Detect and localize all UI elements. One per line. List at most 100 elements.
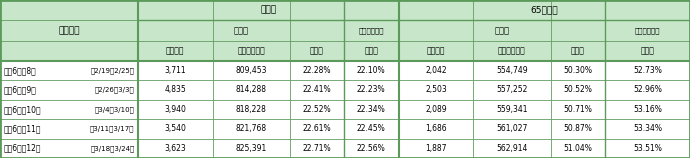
Bar bbox=[138, 61, 213, 80]
Text: 接種率: 接種率 bbox=[310, 46, 324, 55]
Text: 令和6年第11週: 令和6年第11週 bbox=[3, 124, 41, 133]
Bar bbox=[213, 119, 290, 139]
Text: 静岡県: 静岡県 bbox=[233, 26, 248, 35]
Text: 51.04%: 51.04% bbox=[564, 144, 592, 153]
Bar bbox=[344, 100, 399, 119]
Bar bbox=[213, 61, 290, 80]
Bar bbox=[138, 20, 213, 41]
Text: 50.30%: 50.30% bbox=[563, 66, 593, 75]
Bar bbox=[605, 80, 690, 100]
Text: 静岡県: 静岡県 bbox=[495, 26, 509, 35]
Text: 22.23%: 22.23% bbox=[357, 85, 386, 94]
Bar bbox=[138, 119, 213, 139]
Text: （3/11～3/17）: （3/11～3/17） bbox=[90, 126, 135, 132]
Text: 2,042: 2,042 bbox=[425, 66, 447, 75]
Bar bbox=[605, 41, 690, 61]
Text: 22.52%: 22.52% bbox=[302, 105, 331, 114]
Text: 52.73%: 52.73% bbox=[633, 66, 662, 75]
Bar bbox=[290, 41, 344, 61]
Text: 接種者数: 接種者数 bbox=[166, 46, 184, 55]
Bar bbox=[0, 80, 138, 100]
Text: 562,914: 562,914 bbox=[496, 144, 528, 153]
Text: 818,228: 818,228 bbox=[236, 105, 266, 114]
Bar bbox=[399, 41, 473, 61]
Text: （3/18～3/24）: （3/18～3/24） bbox=[90, 145, 135, 152]
Text: （参考）全国: （参考）全国 bbox=[359, 27, 384, 34]
Bar bbox=[290, 20, 344, 41]
Bar bbox=[290, 61, 344, 80]
Text: 561,027: 561,027 bbox=[496, 124, 528, 133]
Text: （2/26～3/3）: （2/26～3/3） bbox=[95, 87, 135, 93]
Bar bbox=[0, 41, 138, 61]
Bar bbox=[399, 100, 473, 119]
Bar bbox=[605, 61, 690, 80]
Text: 全年代: 全年代 bbox=[260, 6, 277, 15]
Bar bbox=[0, 20, 138, 41]
Text: 22.71%: 22.71% bbox=[302, 144, 331, 153]
Bar bbox=[399, 139, 473, 158]
Text: 接種率: 接種率 bbox=[571, 46, 585, 55]
Bar bbox=[473, 61, 551, 80]
Text: 4,835: 4,835 bbox=[164, 85, 186, 94]
Text: 2,503: 2,503 bbox=[425, 85, 447, 94]
Bar bbox=[138, 139, 213, 158]
Bar bbox=[399, 0, 473, 20]
Bar bbox=[344, 139, 399, 158]
Bar bbox=[473, 119, 551, 139]
Bar bbox=[213, 0, 290, 20]
Bar bbox=[0, 100, 138, 119]
Text: 接種者数: 接種者数 bbox=[427, 46, 445, 55]
Text: 2,089: 2,089 bbox=[425, 105, 447, 114]
Bar bbox=[399, 20, 473, 41]
Text: 接種率: 接種率 bbox=[640, 46, 655, 55]
Text: 53.34%: 53.34% bbox=[633, 124, 662, 133]
Bar bbox=[551, 80, 605, 100]
Bar bbox=[605, 139, 690, 158]
Bar bbox=[290, 0, 344, 20]
Bar bbox=[605, 119, 690, 139]
Text: 接種率: 接種率 bbox=[364, 46, 378, 55]
Bar bbox=[138, 0, 213, 20]
Bar bbox=[551, 139, 605, 158]
Bar bbox=[0, 0, 138, 20]
Text: 22.45%: 22.45% bbox=[357, 124, 386, 133]
Bar bbox=[213, 139, 290, 158]
Text: 22.34%: 22.34% bbox=[357, 105, 386, 114]
Text: 53.51%: 53.51% bbox=[633, 144, 662, 153]
Bar bbox=[551, 61, 605, 80]
Text: 825,391: 825,391 bbox=[235, 144, 267, 153]
Bar bbox=[473, 100, 551, 119]
Bar bbox=[344, 61, 399, 80]
Text: 令和6年第12週: 令和6年第12週 bbox=[3, 144, 41, 153]
Bar bbox=[0, 61, 138, 80]
Text: 接種者数累計: 接種者数累計 bbox=[237, 46, 265, 55]
Text: 22.28%: 22.28% bbox=[302, 66, 331, 75]
Text: （2/19～2/25）: （2/19～2/25） bbox=[90, 67, 135, 74]
Bar bbox=[138, 80, 213, 100]
Bar bbox=[290, 100, 344, 119]
Text: 22.56%: 22.56% bbox=[357, 144, 386, 153]
Text: 50.52%: 50.52% bbox=[564, 85, 592, 94]
Bar bbox=[0, 139, 138, 158]
Bar bbox=[473, 41, 551, 61]
Bar bbox=[0, 119, 138, 139]
Bar bbox=[213, 41, 290, 61]
Bar bbox=[473, 0, 551, 20]
Bar bbox=[399, 80, 473, 100]
Text: 559,341: 559,341 bbox=[496, 105, 528, 114]
Bar bbox=[551, 20, 605, 41]
Bar bbox=[344, 0, 399, 20]
Bar bbox=[473, 80, 551, 100]
Bar bbox=[551, 0, 605, 20]
Bar bbox=[473, 139, 551, 158]
Bar bbox=[344, 80, 399, 100]
Text: 814,288: 814,288 bbox=[236, 85, 266, 94]
Bar bbox=[138, 100, 213, 119]
Text: （参考）全国: （参考）全国 bbox=[635, 27, 660, 34]
Bar bbox=[213, 100, 290, 119]
Text: 809,453: 809,453 bbox=[235, 66, 267, 75]
Text: 22.41%: 22.41% bbox=[302, 85, 331, 94]
Bar bbox=[344, 20, 399, 41]
Text: 53.16%: 53.16% bbox=[633, 105, 662, 114]
Bar bbox=[213, 20, 290, 41]
